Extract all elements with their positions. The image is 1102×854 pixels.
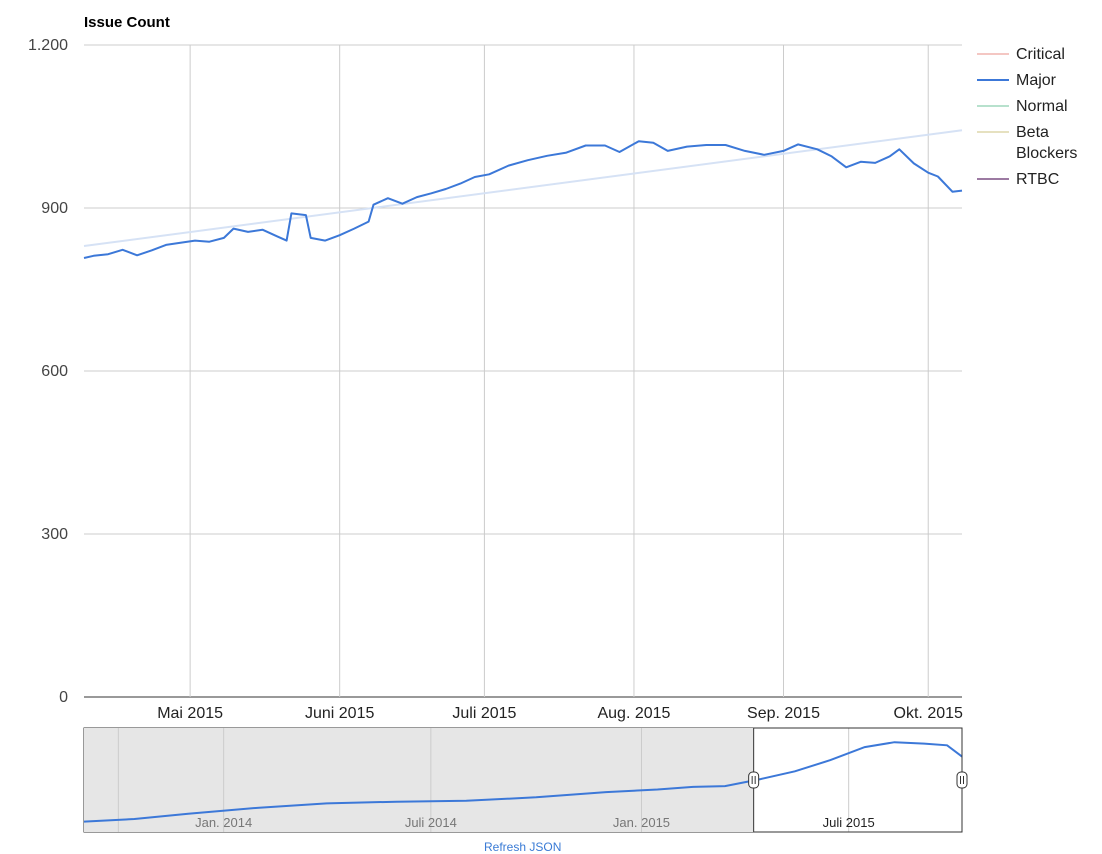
series-layer — [83, 129, 963, 259]
series-line-major — [83, 140, 963, 259]
range-tick-label: Jan. 2014 — [195, 815, 252, 830]
legend-label-rtbc: RTBC — [1016, 171, 1060, 188]
legend-swatch-major — [977, 79, 1009, 81]
legend-swatch-normal — [977, 105, 1009, 107]
y-tick-label: 300 — [41, 526, 68, 543]
y-tick-label: 1.200 — [28, 37, 68, 54]
range-unselected-area — [84, 728, 754, 832]
legend: Critical Major Normal Beta Blockers RTBC — [977, 44, 1097, 195]
legend-item-normal[interactable]: Normal — [977, 96, 1097, 117]
legend-label-normal: Normal — [1016, 98, 1068, 115]
range-handle-left[interactable] — [748, 771, 760, 789]
y-tick-label: 900 — [41, 200, 68, 217]
legend-swatch-critical — [977, 53, 1009, 55]
x-tick-label: Juli 2015 — [452, 705, 516, 722]
legend-item-beta-blockers[interactable]: Beta Blockers — [977, 122, 1097, 164]
legend-label-beta-blockers: Beta Blockers — [1016, 124, 1078, 162]
range-handle-right[interactable] — [956, 771, 968, 789]
range-series-line — [83, 741, 963, 823]
legend-item-critical[interactable]: Critical — [977, 44, 1097, 65]
grid — [84, 44, 962, 698]
legend-item-rtbc[interactable]: RTBC — [977, 169, 1097, 190]
range-tick-label: Juli 2015 — [823, 815, 875, 830]
x-tick-label: Aug. 2015 — [597, 705, 670, 722]
range-selector[interactable]: Jan. 2014 Juli 2014 Jan. 2015 Juli 2015 — [83, 727, 968, 833]
legend-swatch-beta-blockers — [977, 131, 1009, 133]
y-tick-label: 0 — [59, 689, 68, 706]
x-tick-label: Sep. 2015 — [747, 705, 820, 722]
x-tick-label: Juni 2015 — [305, 705, 374, 722]
y-tick-label: 600 — [41, 363, 68, 380]
range-tick-label: Juli 2014 — [405, 815, 457, 830]
range-tick-label: Jan. 2015 — [613, 815, 670, 830]
x-tick-label: Okt. 2015 — [894, 705, 963, 722]
legend-item-major[interactable]: Major — [977, 70, 1097, 91]
x-tick-label: Mai 2015 — [157, 705, 223, 722]
legend-swatch-rtbc — [977, 178, 1009, 180]
trendline-major — [83, 129, 963, 248]
axes: 0 300 600 900 1.200 Mai 2015 Juni 2015 Juli 201… — [28, 37, 963, 722]
legend-label-critical: Critical — [1016, 46, 1065, 63]
chart-title: Issue Count — [84, 14, 170, 31]
refresh-json-link[interactable]: Refresh JSON — [484, 840, 562, 854]
legend-label-major: Major — [1016, 72, 1057, 89]
